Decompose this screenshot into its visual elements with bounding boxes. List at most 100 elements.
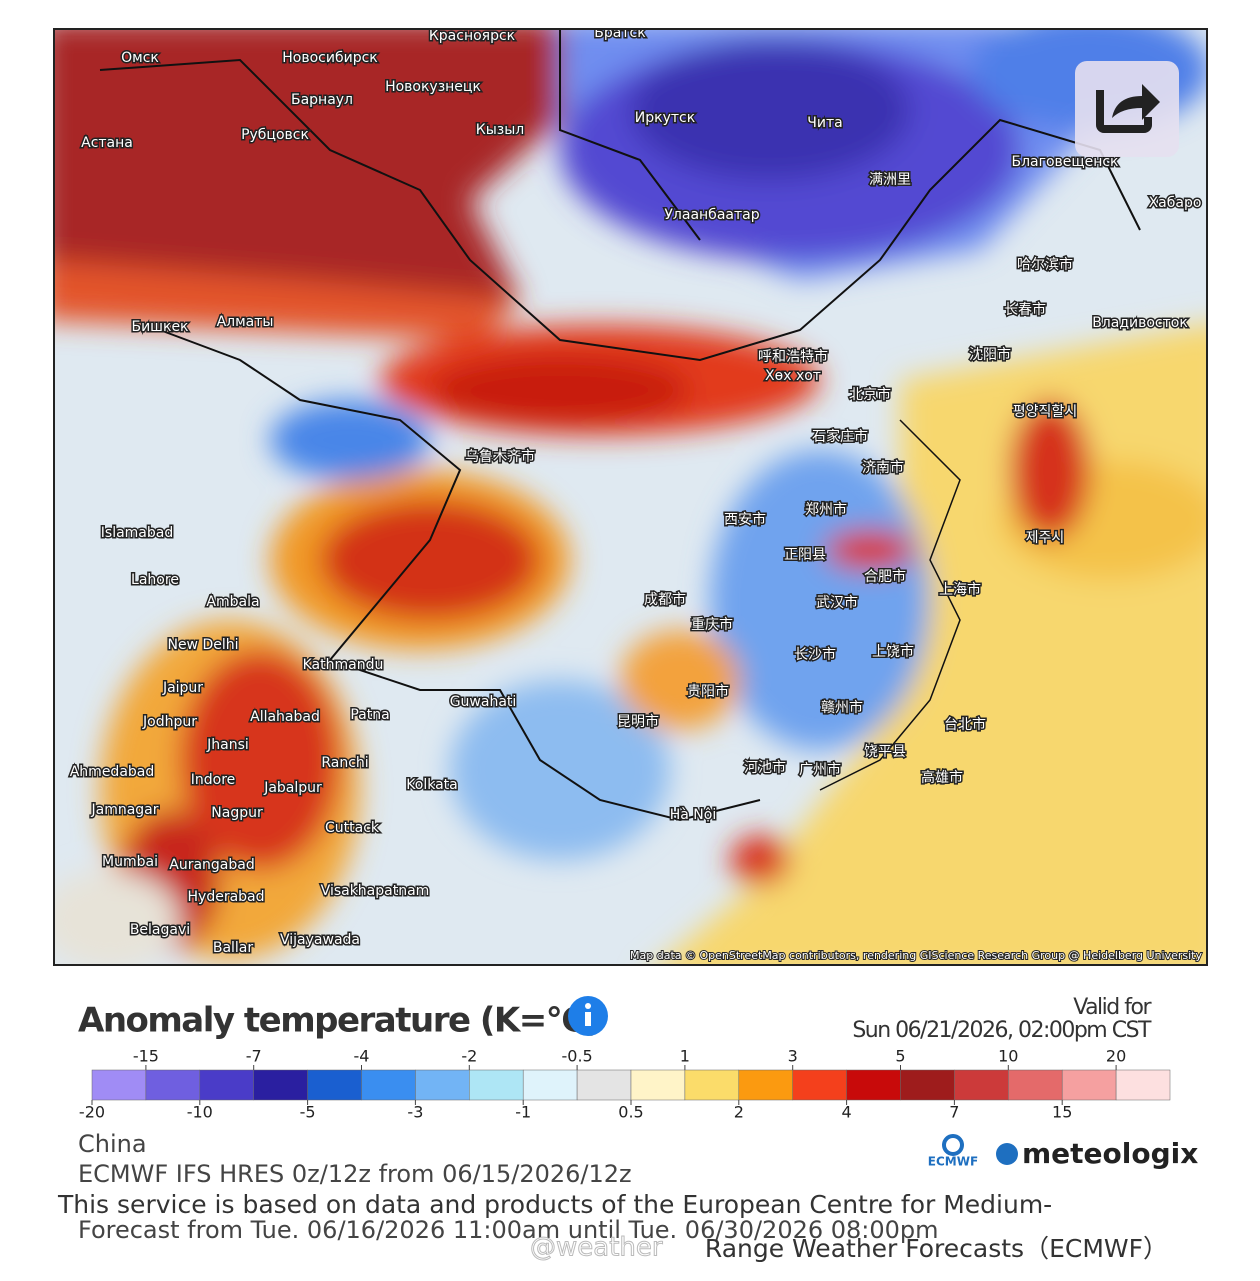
place-label: Indore: [191, 772, 236, 788]
colorbar-label: -10: [187, 1103, 213, 1122]
place-label: 上饶市: [872, 643, 914, 660]
colorbar-bin: [307, 1069, 362, 1101]
meteologix-logo: meteologix: [996, 1137, 1198, 1170]
place-label: Jaipur: [162, 680, 203, 696]
place-label: 长春市: [1004, 301, 1046, 318]
colorbar-bin: [900, 1069, 955, 1101]
colorbar-bin: [1115, 1069, 1171, 1101]
place-label: Ahmedabad: [70, 764, 155, 780]
colorbar-bin: [792, 1069, 847, 1101]
place-label: 正阳县: [784, 547, 826, 563]
place-label: 沈阳市: [969, 346, 1011, 363]
colorbar-label: 1: [680, 1047, 690, 1066]
service-text-end: Range Weather Forecasts（ECMWF）: [705, 1234, 1168, 1263]
colorbar-bin: [1061, 1069, 1117, 1101]
place-label: Ambala: [206, 594, 259, 610]
place-label: Visakhapatnam: [321, 883, 430, 899]
colorbar-label: -4: [354, 1047, 370, 1066]
place-label: Lahore: [131, 572, 179, 588]
colorbar-label: 2: [734, 1103, 744, 1122]
colorbar-bin: [415, 1069, 470, 1101]
colorbar-bin: [576, 1069, 632, 1101]
place-label: Бишкек: [131, 319, 188, 335]
place-label: 长沙市: [794, 646, 836, 663]
meteologix-label: meteologix: [1022, 1137, 1198, 1170]
ecmwf-logo: ECMWF: [928, 1134, 978, 1169]
colorbar-label: -0.5: [561, 1047, 592, 1066]
ecmwf-label: ECMWF: [928, 1155, 978, 1169]
place-label: 贵阳市: [687, 683, 729, 700]
place-label: 广州市: [799, 761, 841, 778]
place-label: 合肥市: [864, 568, 906, 585]
watermark: @weather: [530, 1233, 663, 1263]
place-label: Чита: [807, 115, 842, 131]
colorbar-label: 15: [1052, 1103, 1072, 1122]
place-label: Kathmandu: [303, 657, 384, 673]
place-label: 重庆市: [691, 616, 733, 633]
valid-label: Valid for: [1073, 995, 1152, 1020]
place-label: 高雄市: [921, 769, 963, 786]
colorbar-bin: [954, 1069, 1009, 1101]
colorbar-label: 4: [842, 1103, 852, 1122]
place-label: 西安市: [724, 511, 766, 528]
place-label: Братск: [594, 25, 645, 41]
place-label: Jamnagar: [90, 802, 158, 818]
colorbar-bin: [846, 1069, 901, 1101]
colorbar-bin: [361, 1069, 416, 1101]
place-label: 成都市: [644, 591, 686, 608]
place-label: Belagavi: [130, 922, 190, 938]
place-label: Кызыл: [476, 122, 524, 138]
place-label: Новосибирск: [282, 50, 377, 66]
place-label: Иркутск: [635, 110, 695, 126]
place-label: 赣州市: [821, 699, 863, 716]
place-label: Ranchi: [321, 755, 368, 771]
colorbar-label: 3: [788, 1047, 798, 1066]
place-label: 昆明市: [617, 713, 659, 730]
colorbar-bin: [522, 1069, 578, 1101]
place-label: Барнаул: [291, 92, 353, 108]
place-label: 北京市: [849, 386, 891, 403]
map-frame: [53, 28, 1208, 966]
place-label: Guwahati: [450, 694, 517, 710]
place-label: 呼和浩特市: [758, 348, 828, 365]
colorbar-label: -2: [461, 1047, 477, 1066]
colorbar-bin: [469, 1069, 524, 1101]
info-icon[interactable]: [568, 996, 608, 1036]
service-text: This service is based on data and produc…: [57, 1190, 1052, 1219]
colorbar-bin: [630, 1069, 686, 1101]
colorbar-bin: [91, 1069, 147, 1101]
model: ECMWF IFS HRES 0z/12z from 06/15/2026/12…: [78, 1160, 632, 1188]
place-label: Kolkata: [406, 777, 457, 793]
colorbar-bin: [1008, 1069, 1063, 1101]
place-label: 평양직할시: [1013, 404, 1077, 420]
place-label: Новокузнецк: [385, 79, 481, 95]
place-label: 郑州市: [805, 501, 847, 518]
colorbar-bin: [738, 1069, 793, 1101]
colorbar-label: 20: [1106, 1047, 1126, 1066]
place-label: Hyderabad: [188, 889, 265, 905]
borders: [99, 29, 1141, 822]
place-label: Хабаро: [1149, 195, 1202, 211]
place-label: 济南市: [862, 459, 904, 476]
place-label: 石家庄市: [812, 428, 868, 445]
share-button[interactable]: [1075, 61, 1179, 157]
colorbar-bin: [199, 1069, 254, 1101]
place-label: Vijayawada: [280, 932, 360, 948]
colorbar-label: 0.5: [618, 1103, 643, 1122]
place-label: 河池市: [744, 759, 786, 776]
place-label: Ballar: [213, 940, 254, 956]
legend-title: Anomaly temperature (K=°C): [78, 1001, 599, 1041]
colorbar-bin: [145, 1069, 201, 1101]
place-label: Hà Nội: [670, 807, 716, 823]
valid-time: Sun 06/21/2026, 02:00pm CST: [852, 1018, 1152, 1043]
place-label: Jabalpur: [263, 780, 322, 796]
place-label: Mumbai: [102, 854, 158, 870]
anomaly-map: Map data © OpenStreetMap contributors, r…: [54, 25, 1207, 965]
place-label: Благовещенск: [1011, 154, 1118, 170]
colorbar-label: -3: [407, 1103, 423, 1122]
place-label: Islamabad: [101, 525, 173, 541]
place-label: Алматы: [217, 314, 274, 330]
place-label: 上海市: [939, 581, 981, 598]
place-label: Cuttack: [325, 820, 380, 836]
place-label: 乌鲁木齐市: [465, 448, 535, 465]
